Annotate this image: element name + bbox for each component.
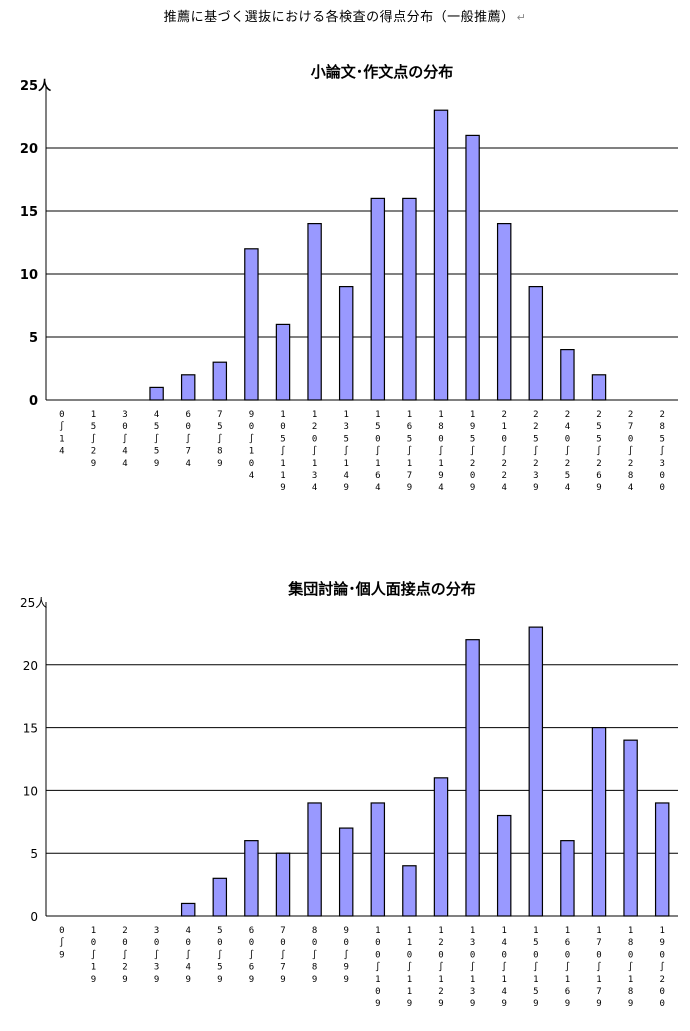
x-tick-label: 1 2 0 ∫ 1 2 9 [438, 926, 443, 1009]
page-title: 推薦に基づく選抜における各検査の得点分布（一般推薦） ↵ [0, 6, 690, 25]
x-tick-label: 1 8 0 ∫ 1 8 9 [628, 926, 633, 1009]
chart-title: 小論文･作文点の分布 [311, 63, 454, 81]
x-tick-label: 2 8 5 ∫ 3 0 0 [659, 410, 664, 493]
x-tick-label: 2 4 0 ∫ 2 5 4 [565, 410, 570, 493]
x-tick-label: 3 0 ∫ 4 4 [122, 410, 127, 469]
x-tick-label: 1 6 5 ∫ 1 7 9 [407, 410, 412, 493]
bar [591, 727, 607, 917]
y-tick-label: 10 [23, 784, 38, 798]
x-tick-label: 0 ∫ 1 4 [59, 410, 64, 457]
x-tick-label: 8 0 ∫ 8 9 [312, 926, 317, 985]
x-tick-label: 7 5 ∫ 8 9 [217, 410, 222, 469]
bar [244, 248, 259, 401]
y-tick-label: 15 [20, 205, 38, 220]
bar [560, 349, 575, 401]
x-tick-label: 1 3 0 ∫ 1 3 9 [470, 926, 475, 1009]
bar [370, 802, 386, 917]
x-tick-label: 1 2 0 ∫ 1 3 4 [312, 410, 317, 493]
bar [528, 286, 544, 401]
bar [528, 626, 544, 917]
bar [591, 374, 607, 401]
x-tick-label: 1 0 5 ∫ 1 1 9 [280, 410, 285, 493]
bar [338, 286, 354, 401]
bar [654, 802, 670, 917]
y-tick-label: 10 [20, 268, 38, 283]
bar [465, 134, 480, 401]
bar [370, 197, 386, 401]
x-tick-label: 1 8 0 ∫ 1 9 4 [438, 410, 443, 493]
x-tick-label: 2 0 ∫ 2 9 [122, 926, 127, 985]
x-tick-label: 9 0 ∫ 9 9 [343, 926, 348, 985]
x-tick-label: 5 0 ∫ 5 9 [217, 926, 222, 985]
x-tick-label: 9 0 ∫ 1 0 4 [249, 410, 254, 481]
bar [212, 877, 228, 917]
y-tick-label: 0 [30, 910, 38, 924]
bar [212, 361, 228, 401]
x-tick-label: 2 1 0 ∫ 2 2 4 [501, 410, 506, 493]
bar [465, 639, 480, 917]
x-tick-label: 2 7 0 ∫ 2 8 4 [628, 410, 633, 493]
essay-score-chart: 小論文･作文点の分布 0 5 10 15 20 25人 0 ∫ 1 4 1 5 ∫ 2 9 3 0 ∫ 4 4 4 5 ∫ 5 9… [20, 63, 678, 493]
bar [496, 814, 512, 917]
page-title-text: 推薦に基づく選抜における各検査の得点分布（一般推薦） [163, 10, 515, 25]
x-tick-label: 1 6 0 ∫ 1 6 9 [565, 926, 570, 1009]
bar [149, 386, 164, 401]
bar [496, 223, 512, 401]
bar [402, 865, 417, 917]
bar [275, 852, 291, 917]
x-tick-label: 1 5 0 ∫ 1 5 9 [533, 926, 538, 1009]
y-tick-label: 20 [23, 659, 38, 673]
x-tick-label: 1 9 0 ∫ 2 0 0 [659, 926, 664, 1009]
x-tick-label: 3 0 ∫ 3 9 [154, 926, 159, 985]
x-tick-label: 1 9 5 ∫ 2 0 9 [470, 410, 475, 493]
bar [275, 323, 291, 401]
y-tick-label: 20 [20, 142, 38, 157]
x-tick-label: 1 4 0 ∫ 1 4 9 [501, 926, 506, 1009]
bar [307, 223, 322, 401]
x-tick-label: 1 3 5 ∫ 1 4 9 [343, 410, 348, 493]
x-tick-label: 6 0 ∫ 7 4 [185, 410, 190, 469]
x-tick-label: 6 0 ∫ 6 9 [249, 926, 254, 985]
x-tick-label: 4 5 ∫ 5 9 [154, 410, 159, 469]
y-tick-label: 15 [23, 722, 38, 736]
bar [623, 739, 638, 917]
y-tick-label: 5 [29, 331, 38, 346]
interview-score-chart: 集団討論･個人面接点の分布 0 5 10 15 20 25人 0 ∫ 9 1 0 ∫ 1 9 2 0 ∫ 2 9 3 0 ∫… [20, 580, 678, 1009]
bar [338, 827, 354, 917]
x-tick-label: 1 5 ∫ 2 9 [91, 410, 96, 469]
x-tick-label: 1 0 ∫ 1 9 [91, 926, 96, 985]
y-tick-label: 5 [30, 847, 38, 861]
y-axis-max-label: 25人 [20, 78, 52, 94]
bar [433, 109, 449, 401]
y-tick-label: 0 [29, 394, 38, 409]
bar [402, 197, 417, 401]
x-tick-label: 4 0 ∫ 4 9 [185, 926, 190, 985]
bar [433, 777, 449, 917]
bar [307, 802, 322, 917]
x-tick-label: 2 5 5 ∫ 2 6 9 [596, 410, 601, 493]
x-tick-label: 1 5 0 ∫ 1 6 4 [375, 410, 380, 493]
return-mark-icon: ↵ [516, 11, 527, 24]
bar [180, 902, 196, 917]
x-tick-label: 2 2 5 ∫ 2 3 9 [533, 410, 538, 493]
chart-title: 集団討論･個人面接点の分布 [287, 580, 476, 598]
x-tick-label: 1 1 0 ∫ 1 1 9 [407, 926, 412, 1009]
x-tick-label: 7 0 ∫ 7 9 [280, 926, 285, 985]
bar [560, 840, 575, 917]
x-tick-label: 1 0 0 ∫ 1 0 9 [375, 926, 380, 1009]
x-tick-label: 0 ∫ 9 [59, 926, 64, 960]
y-axis-max-label: 25人 [20, 596, 47, 610]
x-tick-label: 1 7 0 ∫ 1 7 9 [596, 926, 601, 1009]
bar [180, 374, 196, 401]
bar [244, 840, 259, 917]
